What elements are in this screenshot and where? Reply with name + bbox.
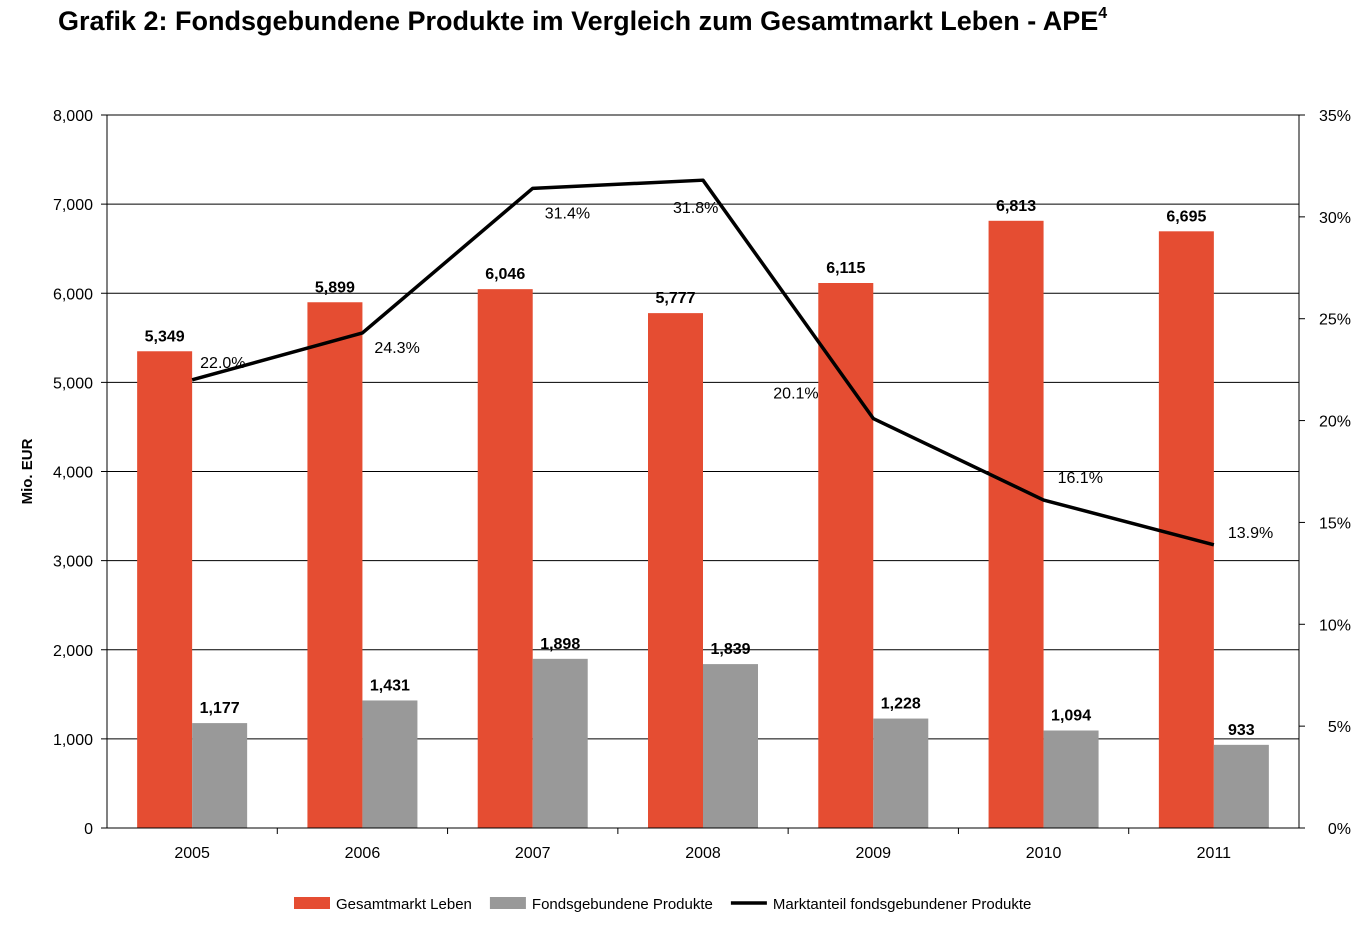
share-line-path [191,178,1215,547]
bar-label-gesamtmarkt: 5,349 [145,328,185,345]
bar-gesamtmarkt [1158,231,1214,829]
y-tick-label: 6,000 [53,286,93,303]
x-tick-label: 2006 [345,845,381,862]
bar-fondsgebunden [1043,730,1099,828]
bar-gesamtmarkt [648,313,703,828]
line-label: 31.4% [545,205,590,222]
bar-gesamtmarkt [137,351,193,828]
x-tick-label: 2005 [174,845,210,862]
y2-tick-label: 0% [1328,821,1351,838]
legend-label: Gesamtmarkt Leben [336,896,472,913]
line-label: 16.1% [1058,470,1103,487]
line-label: 22.0% [200,355,245,372]
share-line [191,178,1215,547]
y2-tick-label: 20% [1319,414,1351,431]
gridlines [107,114,1299,740]
bar-label-fondsgebunden: 1,898 [540,636,580,653]
bar-label-gesamtmarkt: 6,115 [826,260,865,277]
line-label: 24.3% [374,340,419,357]
bar-gesamtmarkt [818,283,874,828]
y-tick-label: 4,000 [53,465,93,482]
y2-tick-label: 25% [1319,312,1351,329]
x-tick-label: 2009 [855,845,891,862]
y-tick-label: 5,000 [53,375,93,392]
line-label: 13.9% [1228,525,1273,542]
axes: 0 1,000 2,000 3,000 4,000 5,000 6,000 7,000 8,00… [19,108,1351,862]
bar-label-gesamtmarkt: 6,813 [996,198,1036,215]
legend-swatch-gesamtmarkt [294,897,330,909]
y-tick-label: 3,000 [53,554,93,571]
data-labels: 5,349 1,177 5,899 1,431 6,046 1,898 5,777 1,839… [145,198,1274,739]
bar-gesamtmarkt [307,302,363,829]
legend: Gesamtmarkt Leben Fondsgebundene Produkte… [294,896,1031,913]
y2-tick-label: 5% [1328,719,1351,736]
y-axis-title: Mio. EUR [19,438,36,504]
bar-label-fondsgebunden: 933 [1228,722,1255,739]
line-label: 20.1% [773,386,818,403]
y-tick-label: 1,000 [53,732,93,749]
bar-gesamtmarkt [988,220,1044,828]
y-tick-label: 8,000 [53,108,93,125]
bar-label-fondsgebunden: 1,431 [370,677,410,694]
chart-title-text: Grafik 2: Fondsgebundene Produkte im Ver… [58,6,1099,36]
x-tick-label: 2007 [515,845,551,862]
legend-swatch-fondsgebunden [489,897,526,909]
legend-label: Fondsgebundene Produkte [532,896,713,913]
bar-fondsgebunden [362,700,418,828]
y2-tick-label: 15% [1319,515,1351,532]
bar-fondsgebunden [873,718,929,828]
bar-label-gesamtmarkt: 6,695 [1166,208,1206,225]
y2-tick-label: 10% [1319,617,1351,634]
y-tick-label: 7,000 [53,197,93,214]
bar-label-fondsgebunden: 1,177 [200,700,240,717]
chart-title-footnote: 4 [1098,5,1108,22]
bar-label-gesamtmarkt: 6,046 [485,266,525,283]
x-tick-label: 2010 [1026,845,1062,862]
x-tick-label: 2011 [1197,845,1232,862]
y2-tick-label: 35% [1319,108,1351,125]
chart-title: Grafik 2: Fondsgebundene Produkte im Ver… [58,5,1108,37]
bar-gesamtmarkt [477,289,533,828]
y-tick-label: 0 [84,821,93,838]
bar-label-fondsgebunden: 1,839 [710,641,750,658]
y-tick-label: 2,000 [53,643,93,660]
line-label: 31.8% [673,200,718,217]
bar-fondsgebunden [192,723,248,828]
bar-fondsgebunden [532,658,588,828]
x-tick-label: 2008 [685,845,721,862]
bar-label-fondsgebunden: 1,094 [1051,707,1091,724]
bar-label-fondsgebunden: 1,228 [881,696,921,713]
y2-tick-label: 30% [1319,210,1351,227]
bar-fondsgebunden [703,664,758,828]
legend-label: Marktanteil fondsgebundener Produkte [773,896,1032,913]
bar-fondsgebunden [1213,744,1269,828]
bars [137,220,1269,829]
bar-label-gesamtmarkt: 5,899 [315,279,355,296]
bar-label-gesamtmarkt: 5,777 [655,290,695,307]
